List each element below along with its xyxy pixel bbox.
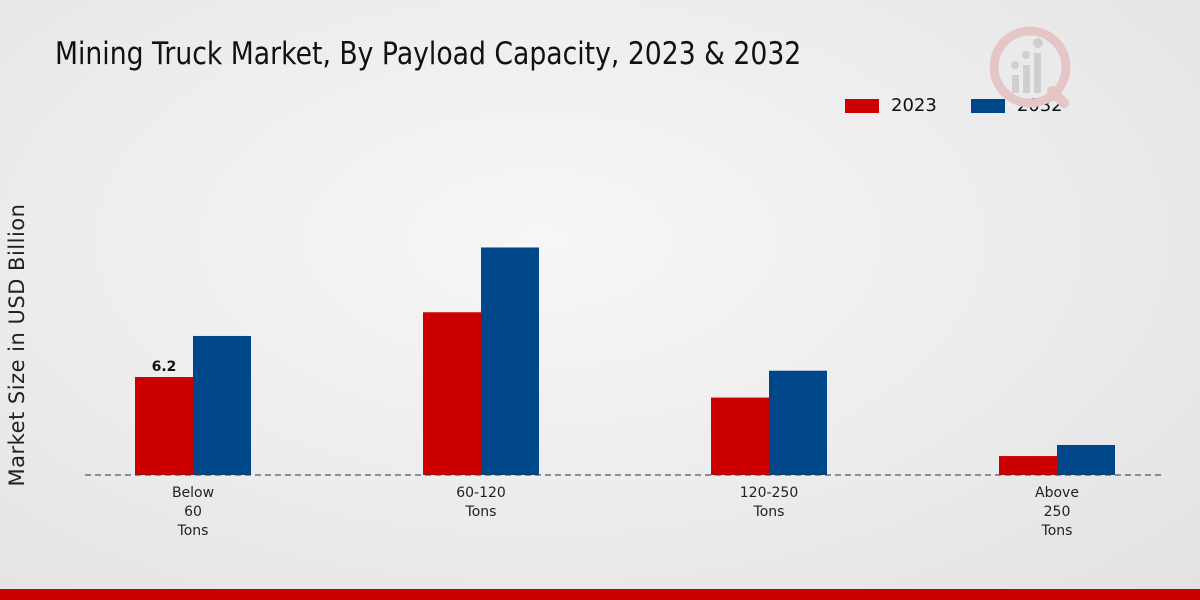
legend-swatch-2023: [845, 98, 879, 113]
data-label-2023-below-60-tons: 6.2: [152, 359, 177, 375]
bar-2032-120-250-tons: [769, 370, 827, 475]
legend-item-2023: 2023: [845, 95, 937, 116]
chart-title: Mining Truck Market, By Payload Capacity…: [55, 36, 802, 72]
legend-label-2023: 2023: [891, 95, 937, 116]
bar-2032-60-120-tons: [481, 247, 539, 475]
x-tick-60-120-tons: 60-120 Tons: [456, 485, 506, 520]
bar-2023-below-60-tons: [135, 377, 193, 475]
x-tick-labels: Below 60 Tons 60-120 Tons 120-250 Tons Above 250…: [172, 485, 1079, 539]
bar-2023-60-120-tons: [423, 312, 481, 475]
x-tick-above-250-tons: Above 250 Tons: [1035, 485, 1079, 539]
legend-swatch-2032: [970, 98, 1005, 113]
x-tick-below-60-tons: Below 60 Tons: [172, 485, 214, 539]
watermark-logo-icon: [989, 25, 1075, 119]
data-labels: 6.2: [152, 359, 177, 375]
bars-group: [135, 247, 1115, 475]
bar-2032-below-60-tons: [193, 335, 251, 475]
x-tick-120-250-tons: 120-250 Tons: [740, 485, 799, 520]
bar-2032-above-250-tons: [1057, 444, 1115, 475]
bottom-accent-bar: [0, 589, 1200, 600]
bar-2023-above-250-tons: [999, 456, 1057, 475]
bar-2023-120-250-tons: [711, 397, 769, 475]
